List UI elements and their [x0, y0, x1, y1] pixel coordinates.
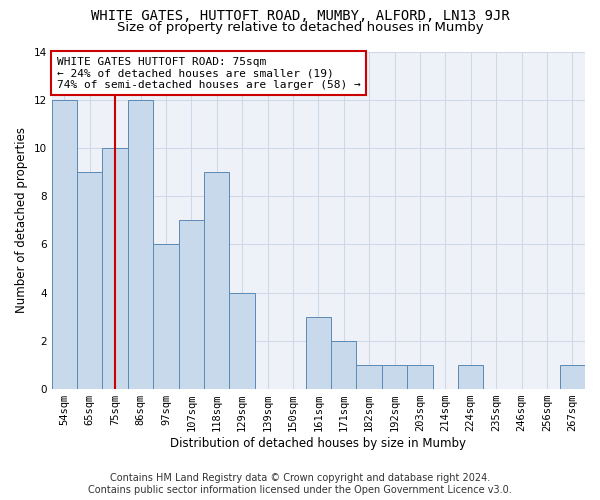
Bar [305, 316, 331, 389]
Bar [103, 148, 128, 389]
Text: WHITE GATES HUTTOFT ROAD: 75sqm
← 24% of detached houses are smaller (19)
74% of: WHITE GATES HUTTOFT ROAD: 75sqm ← 24% of… [57, 56, 361, 90]
Bar [560, 365, 585, 389]
Bar [356, 365, 382, 389]
Bar [204, 172, 229, 389]
Text: WHITE GATES, HUTTOFT ROAD, MUMBY, ALFORD, LN13 9JR: WHITE GATES, HUTTOFT ROAD, MUMBY, ALFORD… [91, 9, 509, 23]
Y-axis label: Number of detached properties: Number of detached properties [15, 128, 28, 314]
Bar [458, 365, 484, 389]
Bar [128, 100, 153, 389]
Text: Contains HM Land Registry data © Crown copyright and database right 2024.
Contai: Contains HM Land Registry data © Crown c… [88, 474, 512, 495]
Bar [52, 100, 77, 389]
Bar [331, 341, 356, 389]
Bar [407, 365, 433, 389]
Bar [153, 244, 179, 389]
Bar [179, 220, 204, 389]
Bar [382, 365, 407, 389]
X-axis label: Distribution of detached houses by size in Mumby: Distribution of detached houses by size … [170, 437, 466, 450]
Bar [77, 172, 103, 389]
Text: Size of property relative to detached houses in Mumby: Size of property relative to detached ho… [116, 21, 484, 34]
Bar [229, 292, 255, 389]
